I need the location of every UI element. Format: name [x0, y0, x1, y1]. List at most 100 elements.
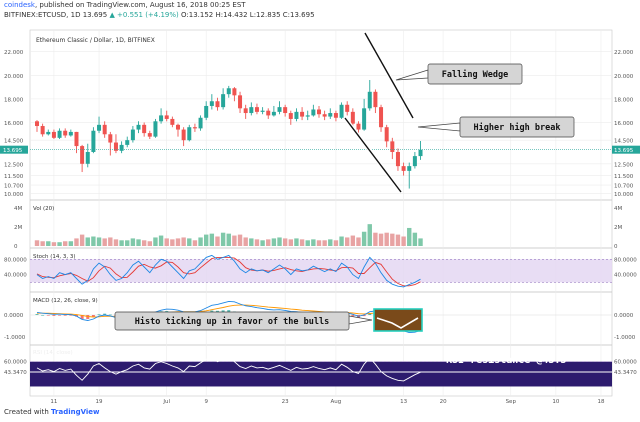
macd-histogram-bar: [103, 313, 107, 315]
volume-bar: [237, 234, 243, 246]
candle-body: [125, 140, 130, 145]
x-axis-tick-label: Aug: [331, 399, 342, 405]
macd-histogram-bar: [52, 315, 56, 316]
chart-canvas[interactable]: 22.000 22.000 20.000 20.000 18.000 18.000 16.0…: [0, 22, 640, 408]
volume-bar: [153, 237, 158, 246]
candle-body: [192, 127, 197, 129]
price-tick-label-right: 14.500: [614, 139, 634, 145]
candle-body: [136, 124, 141, 130]
volume-bar: [412, 232, 418, 246]
histo-callout-text: Histo ticking up in favor of the bulls: [135, 316, 329, 327]
publish-line: coindesk, published on TradingView.com, …: [4, 1, 246, 9]
candle-body: [407, 166, 412, 171]
macd-histogram-bar: [362, 315, 366, 317]
wedge-upper-line: [364, 32, 414, 119]
macd-axis-label-left: -1.0000: [4, 335, 26, 341]
volume-bar: [418, 238, 423, 246]
falling-wedge-callout-text: Falling Wedge: [442, 69, 509, 80]
x-axis-tick-label: 11: [50, 399, 57, 405]
volume-bar: [277, 237, 282, 246]
publish-info: published on TradingView.com, August 16,…: [39, 1, 246, 9]
candle-body: [249, 107, 254, 114]
candle-body: [362, 108, 367, 130]
volume-bar: [260, 240, 265, 246]
plot-frame: [29, 29, 613, 397]
volume-bar: [113, 239, 119, 246]
volume-bar: [249, 238, 254, 246]
volume-bar: [215, 236, 220, 246]
candle-body: [350, 111, 355, 124]
author-link[interactable]: coindesk: [4, 1, 35, 9]
volume-bar: [378, 233, 384, 246]
rsi-resistance-annotation: RSI resistance @43.3: [446, 354, 566, 366]
price-change: ▲ +0.551 (+4.19%): [109, 11, 179, 19]
volume-bar: [130, 238, 136, 246]
stoch-k-line: [36, 254, 421, 288]
x-axis-tick-label: Sep: [506, 399, 517, 405]
volume-bar: [74, 238, 79, 246]
x-axis-tick-label: 23: [282, 399, 289, 405]
candle-body: [333, 113, 338, 118]
macd-axis-label-right: -1.0000: [614, 335, 636, 341]
stoch-axis-label-right: 80.0000: [614, 257, 637, 263]
stoch-d-line: [36, 256, 421, 287]
candle-body: [147, 133, 152, 137]
rsi-axis-label-left: 43.3470: [4, 370, 27, 376]
candle-body: [390, 141, 395, 152]
candle-body: [176, 124, 180, 130]
price-tick-label-left: 22.000: [4, 50, 24, 56]
x-axis-tick-label: 18: [598, 399, 605, 405]
candle-body: [379, 107, 384, 128]
candle-body: [97, 124, 102, 131]
vol-pane-title: Vol (20): [33, 206, 54, 212]
volume-bar: [51, 242, 57, 246]
volume-bar: [328, 239, 333, 246]
candle-body: [113, 142, 118, 151]
vol-axis-label-left: 2M: [14, 225, 22, 231]
candle-body: [232, 88, 237, 96]
price-tick-label-left: 11.500: [4, 174, 24, 180]
candle-body: [68, 131, 73, 136]
rsi-axis-label-right: 60.0000: [614, 360, 637, 366]
falling-wedge-callout-box: [427, 63, 523, 85]
volume-bar: [401, 236, 406, 246]
candle-body: [108, 134, 113, 143]
higher-high-callout-box: [459, 116, 575, 138]
candle-body: [339, 104, 344, 118]
macd-highlight-box: [373, 308, 423, 332]
candle-body: [317, 109, 321, 115]
candle-body: [57, 130, 62, 138]
rsi-pane-title: RSI (14, close): [33, 350, 73, 356]
volume-bar: [57, 242, 62, 246]
volume-bar: [220, 232, 226, 246]
candle-body: [159, 115, 164, 122]
candle-body: [294, 111, 299, 119]
volume-bar: [356, 237, 361, 246]
symbol-label: BITFINEX:ETCUSD, 1D: [4, 11, 81, 19]
volume-bar: [254, 239, 260, 246]
candle-body: [238, 95, 243, 109]
candle-body: [102, 124, 107, 135]
volume-bar: [232, 235, 237, 246]
macd-histogram-bar: [46, 315, 50, 316]
last-price-tag-text-left: 13.695: [3, 148, 23, 154]
candle-body: [322, 114, 327, 117]
x-axis-tick-label: 13: [400, 399, 407, 405]
volume-bar: [198, 237, 203, 246]
volume-bar: [361, 231, 367, 246]
macd-pane-title: MACD (12, 26, close, 9): [33, 298, 98, 304]
tradingview-logo-text[interactable]: TradingView: [51, 408, 100, 416]
rsi-background: [30, 361, 612, 387]
price-tick-label-left: 18.000: [4, 97, 24, 103]
volume-bar: [187, 238, 192, 246]
candle-body: [305, 115, 310, 117]
x-axis-tick-label: 9: [204, 399, 208, 405]
volume-bar: [350, 235, 356, 246]
candle-body: [226, 88, 231, 95]
rsi-line: [36, 356, 421, 382]
stoch-axis-label-left: 40.0000: [4, 273, 27, 279]
last-price-tag-right: [612, 145, 640, 154]
higher-high-callout-text: Higher high break: [474, 122, 561, 133]
volume-bar: [209, 233, 215, 246]
candle-body: [277, 107, 282, 112]
